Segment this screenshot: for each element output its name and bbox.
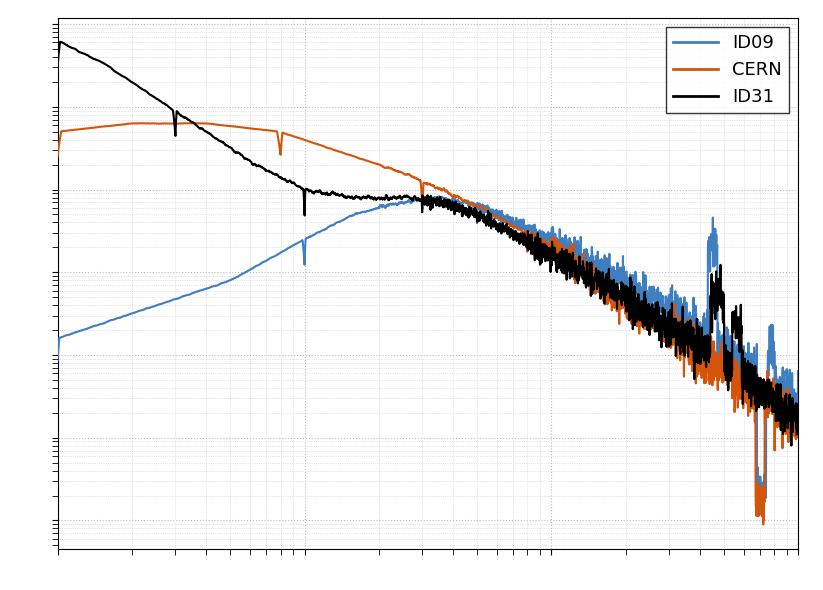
ID31 — [181, 114, 191, 122]
ID09 — [53, 357, 63, 364]
Line: ID09: ID09 — [58, 196, 798, 514]
CERN — [188, 120, 198, 127]
Line: CERN: CERN — [58, 123, 798, 525]
ID31 — [787, 442, 797, 449]
ID31 — [779, 407, 789, 414]
CERN — [337, 149, 346, 156]
Legend: ID09, CERN, ID31: ID09, CERN, ID31 — [666, 27, 789, 113]
ID31 — [369, 195, 379, 202]
ID31 — [700, 333, 709, 340]
ID31 — [137, 86, 147, 93]
ID09 — [435, 193, 444, 200]
ID31 — [793, 402, 803, 409]
ID09 — [700, 310, 709, 317]
CERN — [758, 521, 768, 528]
ID09 — [337, 217, 346, 224]
ID09 — [755, 511, 765, 518]
CERN — [779, 397, 789, 404]
ID09 — [181, 291, 191, 299]
ID31 — [53, 63, 63, 70]
ID09 — [779, 389, 789, 396]
ID09 — [369, 205, 379, 212]
ID31 — [337, 192, 346, 199]
CERN — [53, 153, 63, 160]
CERN — [369, 159, 379, 166]
CERN — [793, 425, 803, 432]
CERN — [700, 380, 709, 387]
Line: ID31: ID31 — [58, 42, 798, 445]
ID09 — [793, 388, 803, 395]
CERN — [137, 120, 147, 127]
ID09 — [137, 307, 147, 314]
ID31 — [55, 38, 65, 45]
CERN — [181, 120, 191, 127]
